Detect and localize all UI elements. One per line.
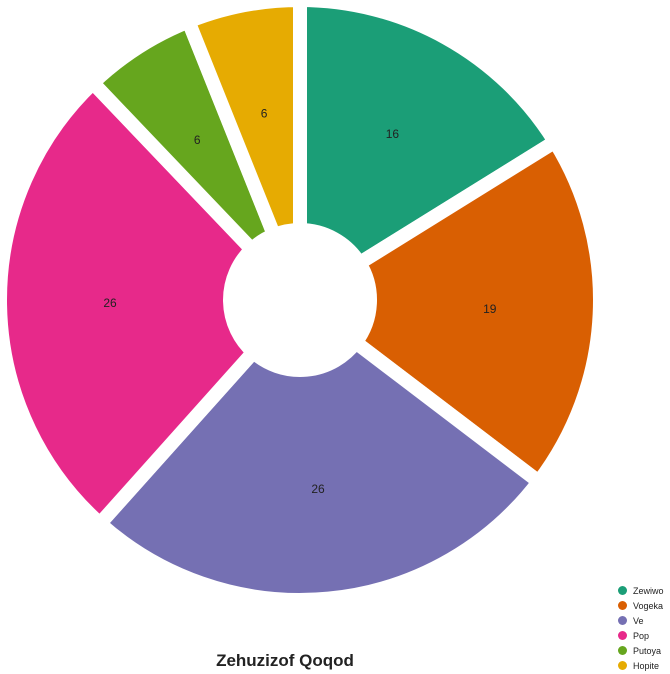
legend: Zewiwo Vogeka Ve Pop Putoya Hopite (618, 583, 664, 673)
slice-label-putoya: 6 (194, 133, 201, 147)
legend-label: Hopite (633, 660, 660, 671)
chart-title: Zehuzizof Qoqod (216, 651, 354, 670)
legend-swatch (618, 616, 627, 625)
slice-label-vogeka: 19 (483, 302, 497, 316)
slice-label-pop: 26 (103, 296, 117, 310)
legend-swatch (618, 601, 627, 610)
legend-item-putoya: Putoya (618, 643, 664, 658)
slice-label-ve: 26 (311, 482, 325, 496)
slice-label-zewiwo: 16 (386, 127, 400, 141)
slice-label-hopite: 6 (261, 106, 268, 120)
legend-item-pop: Pop (618, 628, 664, 643)
legend-label: Vogeka (633, 600, 664, 611)
pie-slice-zewiwo (293, 0, 562, 271)
legend-item-zewiwo: Zewiwo (618, 583, 664, 598)
pie-slice-vogeka (348, 134, 607, 489)
legend-item-hopite: Hopite (618, 658, 664, 673)
legend-swatch (618, 661, 627, 670)
legend-label: Putoya (633, 645, 662, 656)
legend-swatch (618, 646, 627, 655)
legend-item-vogeka: Vogeka (618, 598, 664, 613)
legend-swatch (618, 586, 627, 595)
legend-label: Zewiwo (633, 585, 664, 596)
legend-swatch (618, 631, 627, 640)
legend-label: Ve (633, 615, 644, 626)
legend-label: Pop (633, 630, 650, 641)
legend-item-ve: Ve (618, 613, 664, 628)
pie-slice-hopite (181, 0, 307, 243)
